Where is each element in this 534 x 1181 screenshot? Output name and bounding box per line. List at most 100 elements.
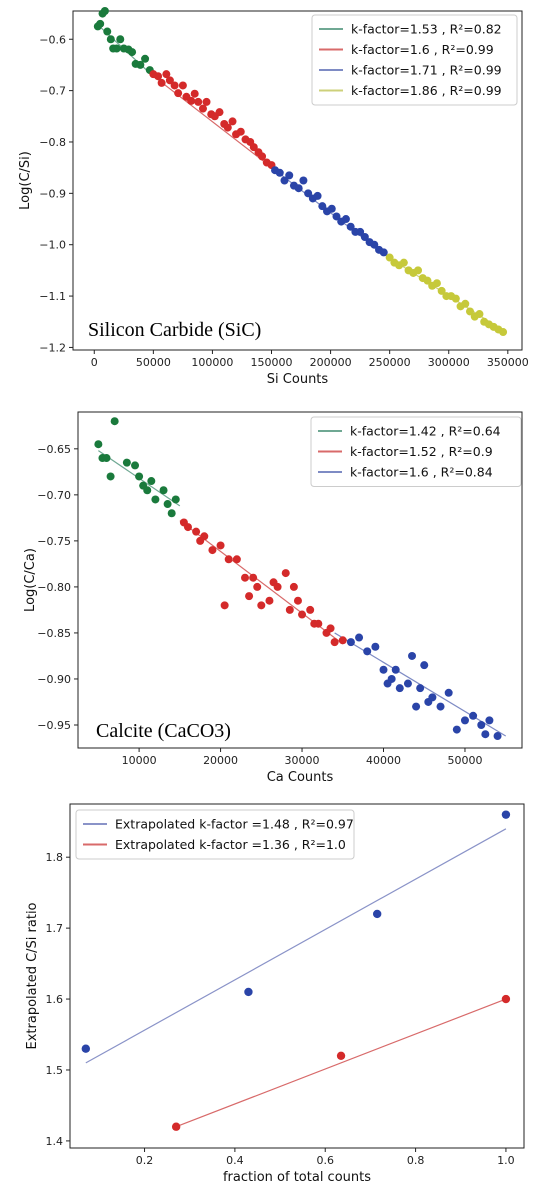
data-point-blue — [313, 191, 322, 200]
fit-line-red — [150, 73, 275, 170]
data-point-green — [106, 35, 115, 44]
data-point-green — [135, 472, 144, 481]
x-tick-label: 100000 — [191, 356, 233, 369]
data-point-blue — [371, 642, 380, 651]
data-point-yellow — [437, 286, 446, 295]
data-point-red — [224, 555, 233, 564]
data-point-red — [338, 636, 347, 645]
y-tick-label: −0.85 — [37, 627, 71, 640]
chart-annotation: Silicon Carbide (SiC) — [88, 319, 261, 341]
data-point-red — [253, 582, 262, 591]
data-point-blue — [318, 202, 327, 211]
data-point-green — [102, 454, 111, 463]
x-tick-label: 200000 — [310, 356, 352, 369]
data-point-blue — [391, 665, 400, 674]
data-point-red — [208, 546, 217, 555]
data-point-green — [106, 472, 115, 481]
data-point-green — [110, 417, 119, 426]
data-point-blue — [370, 240, 379, 249]
data-point-green — [171, 495, 180, 504]
data-point-red — [232, 555, 241, 564]
y-tick-label: −0.9 — [39, 187, 66, 200]
x-tick-label: 0.6 — [316, 1154, 334, 1167]
data-point-red — [281, 569, 290, 578]
y-tick-label: −0.7 — [39, 85, 66, 98]
data-point-blue — [346, 222, 355, 231]
x-tick-label: 0.8 — [407, 1154, 425, 1167]
x-tick-label: 10000 — [122, 754, 157, 767]
data-point-blue — [379, 248, 388, 257]
y-tick-label: −0.65 — [37, 443, 71, 456]
data-point-yellow — [432, 279, 441, 288]
plot-frame — [72, 10, 523, 351]
data-point-red — [326, 624, 335, 633]
data-point-blue — [395, 684, 404, 693]
data-point-red — [165, 76, 174, 85]
data-point-red — [196, 536, 205, 545]
data-point-yellow — [475, 310, 484, 319]
y-tick-label: 1.4 — [46, 1135, 64, 1148]
data-point-blue — [416, 684, 425, 693]
x-tick-label: 40000 — [366, 754, 401, 767]
data-point-blue — [493, 732, 502, 741]
legend-box — [75, 809, 355, 860]
y-tick-label: −0.80 — [37, 581, 71, 594]
y-tick-label: −1.0 — [39, 239, 66, 252]
x-tick-label: 0 — [91, 356, 98, 369]
legend-box — [310, 416, 522, 487]
data-point-green — [159, 486, 168, 495]
data-point-red — [310, 619, 319, 628]
y-tick-label: 1.5 — [46, 1064, 64, 1077]
x-tick-label: 1.0 — [497, 1154, 515, 1167]
x-axis-label: Ca Counts — [267, 770, 334, 785]
data-point-blue — [294, 184, 303, 193]
x-axis-label: fraction of total counts — [223, 1170, 371, 1181]
data-point-yellow — [499, 328, 508, 337]
data-point-blue — [485, 716, 494, 725]
data-point-red — [257, 601, 266, 610]
data-point-blue — [412, 702, 421, 711]
plot-frame — [77, 411, 523, 749]
chart-calcite: 10000 20000 30000 40000 50000 −0.95 −0.90 −0.85… — [23, 411, 523, 785]
data-point-red — [265, 596, 274, 605]
data-point-red — [162, 70, 171, 79]
y-axis-label: Log(C/Si) — [18, 151, 33, 210]
legend-label-green: k-factor=1.53 , R²=0.82 — [351, 22, 502, 37]
data-point-red — [249, 573, 258, 582]
data-point-blue — [341, 215, 350, 224]
data-point-red — [330, 638, 339, 647]
data-point-red — [241, 573, 250, 582]
data-point-red — [178, 81, 187, 90]
x-tick-label: 0.2 — [136, 1154, 154, 1167]
legend-label-blue: k-factor=1.71 , R²=0.99 — [351, 63, 502, 78]
data-point-yellow — [385, 253, 394, 262]
data-point-green — [96, 19, 105, 28]
data-point-green — [131, 461, 140, 470]
data-point-blue — [346, 638, 355, 647]
data-point-red — [171, 1122, 181, 1131]
data-point-yellow — [414, 266, 423, 275]
data-point-blue — [244, 987, 253, 997]
data-point-blue — [481, 730, 490, 739]
legend-label-blue: k-factor=1.6 , R²=0.84 — [350, 465, 493, 480]
data-point-red — [216, 541, 225, 550]
data-point-green — [151, 495, 160, 504]
data-point-red — [245, 592, 254, 601]
data-point-blue — [403, 679, 412, 688]
data-point-red — [220, 601, 229, 610]
legend-label-red: k-factor=1.6 , R²=0.99 — [351, 42, 494, 57]
fit-line-blue — [85, 828, 507, 1064]
x-tick-label: 150000 — [251, 356, 293, 369]
data-point-green — [100, 7, 109, 15]
data-point-red — [249, 143, 258, 152]
y-tick-label: 1.6 — [46, 993, 64, 1006]
data-point-blue — [383, 679, 392, 688]
data-point-blue — [444, 688, 453, 697]
data-point-red — [298, 610, 307, 619]
data-point-red — [170, 81, 179, 90]
data-point-red — [285, 605, 294, 614]
legend-label-green: k-factor=1.42 , R²=0.64 — [350, 424, 501, 439]
data-point-red — [183, 523, 192, 532]
data-point-green — [128, 48, 137, 57]
